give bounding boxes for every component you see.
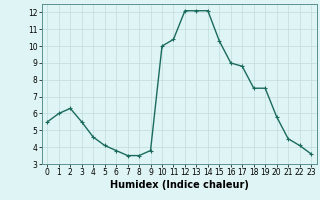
X-axis label: Humidex (Indice chaleur): Humidex (Indice chaleur) [110,180,249,190]
